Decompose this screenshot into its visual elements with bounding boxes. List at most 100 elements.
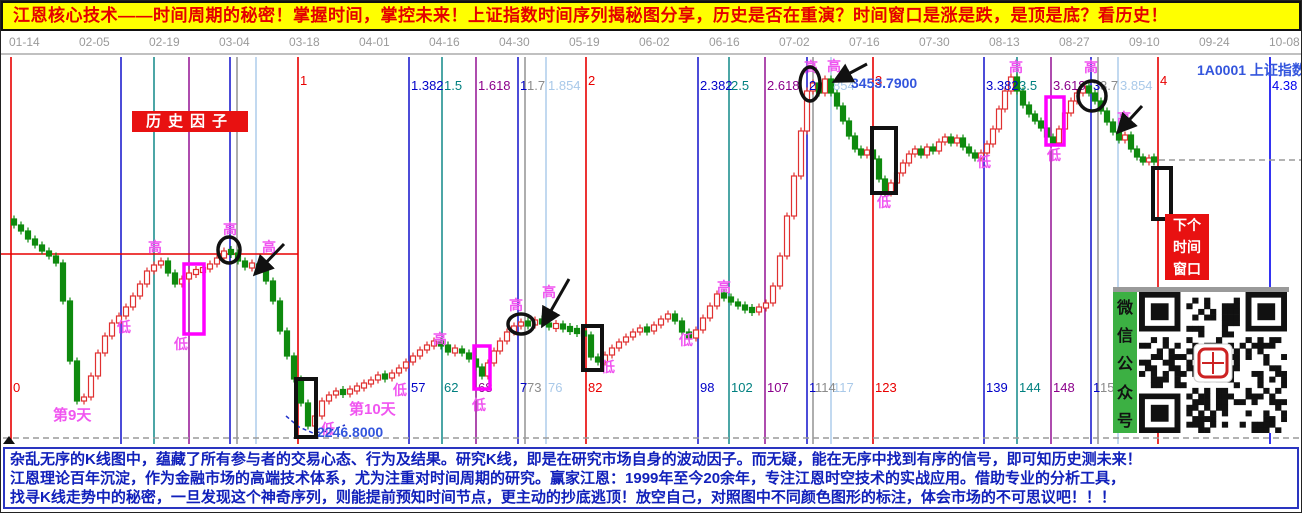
gann-day-label: 73 <box>527 380 541 395</box>
candle-body <box>917 148 925 156</box>
gann-day-label: 123 <box>875 380 897 395</box>
candle-body <box>108 322 116 337</box>
candle-body <box>206 263 214 270</box>
wechat-label-char: 众 <box>1116 384 1133 402</box>
gann-day-label: 82 <box>588 380 602 395</box>
low-label: 低 <box>471 397 486 413</box>
candle-body <box>283 330 291 357</box>
candle-body <box>1145 157 1153 163</box>
black-rect-annotation <box>581 324 604 372</box>
candle-body <box>248 262 256 269</box>
candle-body <box>318 400 326 417</box>
candle-body <box>1103 110 1111 123</box>
candle-body <box>304 402 312 427</box>
next-time-window-badge: 下个 时间 窗口 <box>1165 214 1209 280</box>
candle-body <box>524 320 532 327</box>
gann-day-label: 62 <box>444 380 458 395</box>
low-label: 低 <box>173 336 188 352</box>
day-marker-label: 第9天 <box>53 406 92 424</box>
date-tick: 09-10 <box>1129 35 1160 49</box>
candle-body <box>790 175 798 217</box>
date-axis: 01-14 02-05 02-19 03-04 03-18 04-01 04-16 04-30… <box>1 35 1301 51</box>
candle-body <box>1139 156 1147 163</box>
candle-body <box>989 128 997 145</box>
candle-body <box>941 136 949 143</box>
candle-body <box>845 120 853 137</box>
low-label: 低 <box>392 382 407 398</box>
candle-body <box>409 355 417 363</box>
gann-ratio-label: 3 <box>875 73 882 88</box>
candle-body <box>115 315 123 324</box>
candle-body <box>10 218 18 226</box>
candle-body <box>1025 104 1033 115</box>
candle-body <box>402 361 410 369</box>
wechat-label-char: 信 <box>1116 328 1133 346</box>
candle-body <box>87 375 95 398</box>
date-tick: 02-19 <box>149 35 180 49</box>
candle-body <box>594 356 602 363</box>
zero-line-marker <box>3 436 15 444</box>
candle-body <box>977 152 985 159</box>
candle-body <box>129 295 137 308</box>
candle-body <box>552 322 560 330</box>
high-label: 高 <box>509 297 523 313</box>
candle-body <box>1037 120 1045 129</box>
candle-body <box>1049 136 1057 144</box>
date-tick: 04-16 <box>429 35 460 49</box>
circle-annotation <box>798 65 822 103</box>
candle-body <box>276 300 284 332</box>
candle-body <box>678 320 686 333</box>
gann-ratio-label: 3.382 <box>986 78 1019 93</box>
candle-body <box>213 257 221 265</box>
candle-body <box>192 268 200 276</box>
candle-body <box>94 352 102 377</box>
date-tick: 04-30 <box>499 35 530 49</box>
candle-body <box>17 224 25 232</box>
candle-body <box>657 318 665 326</box>
candle-body <box>59 262 67 302</box>
candle-body <box>706 305 714 319</box>
history-factor-badge: 历史因子 <box>132 111 248 132</box>
candle-body <box>741 304 749 311</box>
gann-ratio-label: 2.5 <box>731 78 749 93</box>
candle-body <box>122 306 130 317</box>
gann-day-label: 117 <box>833 380 854 395</box>
candle-body <box>444 344 452 353</box>
banner-text: 江恩核心技术——时间周期的秘密！掌握时间，掌控未来！上证指数时间序列揭秘图分享，… <box>13 6 1168 25</box>
candle-body <box>269 280 277 302</box>
candle-body <box>353 385 361 392</box>
date-tick: 07-02 <box>779 35 810 49</box>
date-tick: 06-02 <box>639 35 670 49</box>
candle-body <box>748 306 756 314</box>
candle-body <box>809 82 817 92</box>
candle-body <box>185 272 193 280</box>
black-rect-annotation <box>294 377 318 439</box>
candle-body <box>227 248 235 256</box>
candle-body <box>851 135 859 150</box>
wechat-label-char: 微 <box>1116 300 1133 318</box>
footer-line: 找寻K线走势中的秘密，一旦发现这个神奇序列，则能提前预知时间节点，更主动的抄底逃… <box>10 489 1116 506</box>
candle-body <box>727 296 735 303</box>
candle-body <box>643 326 651 333</box>
footer-text-box: 杂乱无序的K线图中，蕴藏了所有参与者的交易心态、行为及结果。研究K线，即是在研究… <box>3 447 1299 509</box>
candle-body <box>573 327 581 335</box>
date-tick: 06-16 <box>709 35 740 49</box>
candle-body <box>1007 76 1015 92</box>
candle-body <box>346 388 354 395</box>
candle-body <box>157 260 165 266</box>
candle-body <box>587 334 595 358</box>
date-axis-line <box>1 53 1301 55</box>
high-label: 高 <box>717 279 731 295</box>
candle-body <box>545 322 553 328</box>
candle-body <box>423 344 431 351</box>
candle-body <box>220 250 228 259</box>
date-tick: 03-18 <box>289 35 320 49</box>
gann-ratio-label: 2.618 <box>767 78 800 93</box>
magenta-rect-annotation <box>1044 95 1066 147</box>
gann-ratio-label: 3 <box>1093 78 1100 93</box>
candle-body <box>1133 148 1141 158</box>
candle-body <box>241 260 249 268</box>
candle-body <box>776 255 784 287</box>
candle-body <box>608 347 616 356</box>
